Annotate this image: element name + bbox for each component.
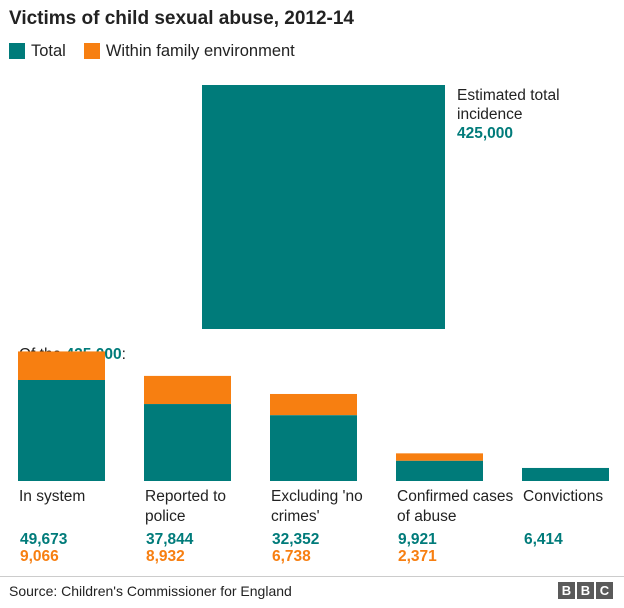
legend-swatch-family xyxy=(83,43,100,59)
legend: Total Within family environment xyxy=(9,40,313,62)
value-label-total: 32,352 xyxy=(272,531,319,548)
bar-total xyxy=(270,415,357,481)
legend-item-total: Total xyxy=(9,42,66,61)
category-label: Convictions xyxy=(523,488,603,505)
estimated-total-value: 425,000 xyxy=(457,125,514,142)
bbc-logo-letter: B xyxy=(558,582,575,599)
bbc-logo-letter: B xyxy=(577,582,594,599)
value-label-family: 6,738 xyxy=(272,548,311,565)
legend-label-family: Within family environment xyxy=(105,41,295,60)
bar-family-segment xyxy=(396,453,483,461)
bbc-logo: B B C xyxy=(558,582,613,599)
legend-label-total: Total xyxy=(31,41,66,60)
bar-total xyxy=(522,467,609,481)
value-label-total: 37,844 xyxy=(146,531,194,548)
category-label: In system xyxy=(19,488,85,505)
bar-total xyxy=(18,380,105,481)
bar-family-segment xyxy=(18,351,105,380)
footer-divider xyxy=(0,576,624,577)
bar-family-segment xyxy=(270,393,357,416)
estimated-total-text: Estimated total incidence xyxy=(457,87,560,123)
value-label-family: 8,932 xyxy=(146,548,185,565)
category-label: Confirmed cases xyxy=(397,488,514,505)
category-label: of abuse xyxy=(397,508,456,525)
value-label-family: 9,066 xyxy=(20,548,59,565)
value-label-total: 6,414 xyxy=(524,531,563,548)
category-label: police xyxy=(145,508,186,525)
bar-family-segment xyxy=(144,375,231,405)
chart-title: Victims of child sexual abuse, 2012-14 xyxy=(9,8,354,29)
subtitle-suffix: : xyxy=(121,346,126,363)
bar-total xyxy=(396,460,483,481)
category-label: Reported to xyxy=(145,488,226,505)
legend-item-family: Within family environment xyxy=(83,41,295,61)
estimated-total-label: Estimated total incidence 425,000 xyxy=(457,86,607,143)
legend-swatch-total xyxy=(9,43,25,59)
source-note: Source: Children's Commissioner for Engl… xyxy=(9,583,292,599)
value-label-family: 2,371 xyxy=(398,548,437,565)
category-label: Excluding 'no xyxy=(271,488,363,505)
bar-total xyxy=(144,404,231,481)
estimated-total-square xyxy=(202,85,445,329)
bbc-logo-letter: C xyxy=(596,582,613,599)
value-label-total: 9,921 xyxy=(398,531,437,548)
value-label-total: 49,673 xyxy=(20,531,68,548)
category-label: crimes' xyxy=(271,508,320,525)
